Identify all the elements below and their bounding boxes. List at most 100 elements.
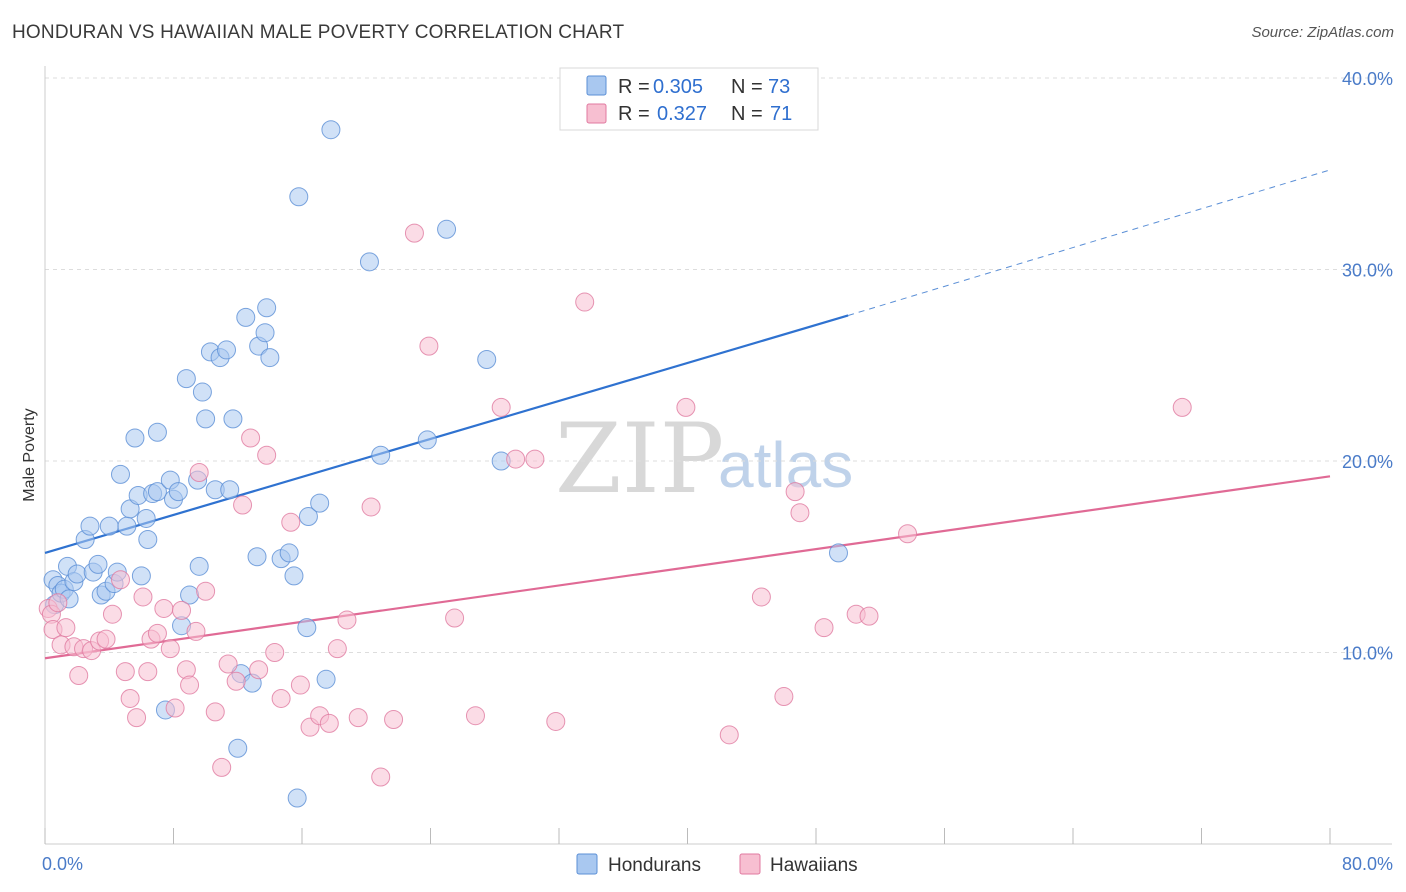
series-hawaiians <box>38 223 1192 787</box>
data-point <box>371 445 391 465</box>
data-point <box>419 336 439 356</box>
data-point <box>575 292 595 312</box>
data-point <box>371 767 391 787</box>
data-point <box>117 516 137 536</box>
chart-source: Source: ZipAtlas.com <box>1251 24 1394 41</box>
data-point <box>327 639 347 659</box>
data-point <box>676 397 696 417</box>
data-point <box>257 445 277 465</box>
data-point <box>96 629 116 649</box>
x-tick-label: 0.0% <box>42 854 83 874</box>
data-point <box>56 618 76 638</box>
watermark-zip: ZIP <box>555 403 724 515</box>
data-point <box>348 708 368 728</box>
data-point <box>477 350 497 370</box>
data-point <box>465 706 485 726</box>
chart-title: HONDURAN VS HAWAIIAN MALE POVERTY CORREL… <box>12 22 625 43</box>
data-point <box>218 654 238 674</box>
data-point <box>125 428 145 448</box>
data-point <box>205 702 225 722</box>
data-point <box>271 688 291 708</box>
data-point <box>154 598 174 618</box>
data-point <box>404 223 424 243</box>
data-point <box>287 788 307 808</box>
legend-n-label-hondurans: N = <box>731 76 763 98</box>
data-point <box>69 665 89 685</box>
trend-line-extension <box>847 169 1331 316</box>
data-point <box>226 671 246 691</box>
data-point <box>127 708 147 728</box>
data-point <box>284 566 304 586</box>
data-point <box>189 556 209 576</box>
data-point <box>186 621 206 641</box>
data-point <box>80 516 100 536</box>
data-point <box>189 462 209 482</box>
data-point <box>138 662 158 682</box>
data-point <box>859 606 879 626</box>
data-point <box>319 713 339 733</box>
legend-n-value-hondurans: 73 <box>768 76 790 98</box>
data-point <box>751 587 771 607</box>
data-point <box>48 593 68 613</box>
data-point <box>99 516 119 536</box>
data-point <box>1172 397 1192 417</box>
data-point <box>898 524 918 544</box>
data-point <box>491 397 511 417</box>
data-point <box>247 547 267 567</box>
trend-lines <box>44 169 1331 660</box>
data-point <box>212 757 232 777</box>
data-point <box>180 675 200 695</box>
bottom-legend-swatch-hawaiians <box>739 853 761 875</box>
data-point <box>265 643 285 662</box>
data-point <box>774 687 794 707</box>
x-tick-label: 80.0% <box>1342 854 1393 874</box>
data-point <box>260 348 280 368</box>
legend-swatch-hawaiians <box>586 103 607 124</box>
legend-n-label-hawaiians: N = <box>731 103 763 125</box>
data-point <box>172 600 192 620</box>
data-point <box>233 495 253 515</box>
data-point <box>359 252 379 272</box>
data-point <box>220 480 240 500</box>
y-tick-label: 40.0% <box>1342 69 1393 89</box>
data-point <box>88 554 108 574</box>
data-point <box>147 623 167 643</box>
data-point <box>828 543 848 563</box>
y-tick-label: 10.0% <box>1342 644 1393 664</box>
legend-r-label-hondurans: R = <box>618 76 650 98</box>
bottom-legend-swatch-hondurans <box>576 853 598 875</box>
data-point <box>417 430 437 450</box>
data-point <box>236 307 256 327</box>
data-point <box>217 340 237 360</box>
data-point <box>316 669 336 689</box>
data-point <box>310 493 330 513</box>
data-point <box>223 409 243 429</box>
data-point <box>176 369 196 389</box>
data-point <box>719 725 739 745</box>
trend-line-hawaiians <box>44 475 1331 660</box>
data-point <box>147 422 167 442</box>
data-point <box>785 482 805 502</box>
y-tick-label: 30.0% <box>1342 261 1393 281</box>
y-tick-label: 20.0% <box>1342 452 1393 472</box>
data-point <box>165 698 185 718</box>
data-point <box>115 662 135 682</box>
data-point <box>228 738 248 758</box>
data-point <box>160 639 180 659</box>
legend-swatch-hondurans <box>586 75 607 96</box>
legend-r-label-hawaiians: R = <box>618 103 650 125</box>
data-point <box>120 688 140 708</box>
data-point <box>290 675 310 695</box>
data-point <box>790 503 810 523</box>
data-point <box>437 219 457 239</box>
data-point <box>136 508 156 528</box>
y-tick-labels: 10.0% 20.0% 30.0% 40.0% <box>1342 69 1393 664</box>
series-hondurans <box>43 120 848 808</box>
bottom-legend-label-hawaiians: Hawaiians <box>770 855 858 876</box>
data-point <box>192 382 212 402</box>
bottom-legend: Hondurans Hawaiians <box>576 853 858 876</box>
data-point <box>133 587 153 607</box>
data-point <box>506 449 526 469</box>
bottom-legend-label-hondurans: Hondurans <box>608 855 701 876</box>
